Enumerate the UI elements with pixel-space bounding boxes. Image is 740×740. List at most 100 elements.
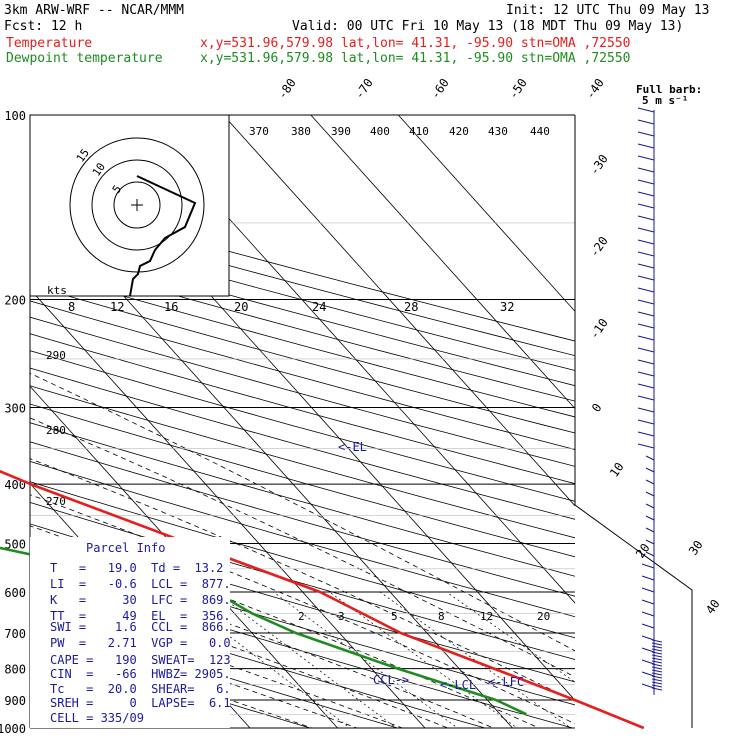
wind-barb [637, 275, 655, 281]
isotherm-tick-label: -50 [506, 76, 530, 102]
isotherm-line [30, 385, 338, 728]
hodograph-trace [129, 175, 197, 297]
wind-barb [637, 431, 655, 437]
parcel-line: T = 19.0 Td = 13.2 [50, 561, 223, 575]
mixing-ratio-label: 8 [438, 610, 445, 623]
parcel-line: CAPE = 190 SWEAT= 123 [50, 653, 231, 667]
moist-adiabat-label: 290 [46, 349, 66, 362]
wind-barb [641, 611, 655, 617]
isotherm-line [30, 288, 426, 728]
wind-barb-low [651, 651, 663, 655]
isotherm-tick-label: -10 [587, 316, 611, 342]
wind-barb [637, 143, 655, 149]
dry-adiabat-line [30, 316, 575, 467]
theta-label: 370 [249, 125, 269, 138]
dry-adiabat-line [30, 461, 575, 618]
wind-barb [637, 167, 655, 173]
hodograph-axis-label: 16 [164, 300, 178, 314]
init-time: Init: 12 UTC Thu 09 May 13 [506, 3, 710, 18]
wind-barb [637, 191, 655, 197]
mixing-ratio-line [171, 591, 351, 728]
wind-barb-low [651, 675, 663, 679]
temperature-location: x,y=531.96,579.98 lat,lon= 41.31, -95.90… [200, 36, 630, 51]
wind-barb [637, 347, 655, 353]
wind-barb [641, 587, 655, 593]
parcel-line: CELL = 335/09 [50, 711, 144, 725]
lfc-marker: <-LFC [488, 675, 524, 689]
wind-barb [645, 527, 655, 533]
wind-barb [645, 467, 655, 473]
wind-barb [637, 371, 655, 377]
hodograph-units: kts [47, 284, 67, 297]
wind-barb [637, 287, 655, 293]
wind-barb [645, 515, 655, 521]
hodograph-axis-label: 32 [500, 300, 514, 314]
hodograph-axis-label: 24 [312, 300, 326, 314]
pressure-tick-label: 500 [4, 537, 26, 551]
wind-barb [645, 455, 655, 461]
wind-barb [637, 227, 655, 233]
wind-barb-low [651, 663, 663, 667]
isotherm-tick-label: 10 [607, 460, 627, 480]
theta-label: 400 [370, 125, 390, 138]
parcel-line: K = 30 LFC = 869. [50, 593, 231, 607]
pressure-tick-label: 800 [4, 663, 26, 677]
right-boundary [574, 115, 693, 728]
wind-barb [637, 335, 655, 341]
wind-barb [637, 311, 655, 317]
wind-barb [637, 323, 655, 329]
mixing-ratio-line [446, 591, 575, 683]
wind-barb-low [651, 678, 663, 682]
wind-barb [637, 251, 655, 257]
ccl-marker: CCL-> [373, 673, 409, 687]
theta-label: 390 [331, 125, 351, 138]
wind-barb [637, 179, 655, 185]
dry-adiabat-line [30, 350, 575, 502]
wind-barb [641, 575, 655, 581]
hodograph-ring [113, 181, 161, 229]
parcel-line: LI = -0.6 LCL = 877. [50, 577, 231, 591]
pressure-tick-label: 900 [4, 694, 26, 708]
dry-adiabat-line [30, 591, 487, 728]
theta-label: 440 [530, 125, 550, 138]
wind-barb-low [651, 657, 663, 661]
theta-label: 420 [449, 125, 469, 138]
moist-adiabat-line [30, 458, 575, 702]
moist-adiabat-line [30, 494, 575, 725]
isotherm-tick-label: 40 [703, 597, 723, 617]
wind-barb [637, 359, 655, 365]
wind-barb-low [651, 654, 663, 658]
wind-barb [641, 635, 655, 641]
isotherm-tick-label: -80 [275, 76, 299, 102]
wind-barb [645, 479, 655, 485]
wind-barb [637, 131, 655, 137]
wind-barb [637, 443, 655, 449]
hodograph-axis-label: 12 [110, 300, 124, 314]
dry-adiabat-line [30, 254, 575, 402]
wind-barb [637, 107, 655, 113]
dry-adiabat-line [30, 615, 399, 728]
wind-barb [637, 407, 655, 413]
parcel-line: CIN = -66 HWBZ= 2905. [50, 667, 231, 681]
isotherm-tick-label: -20 [587, 234, 611, 260]
pressure-tick-label: 200 [4, 294, 26, 308]
isotherm-line [398, 115, 575, 312]
dry-adiabat-line [30, 224, 575, 371]
parcel-info-box: Parcel Info T = 19.0 Td = 13.2 LI = -0.6… [30, 537, 231, 728]
theta-label: 410 [409, 125, 429, 138]
isotherm-tick-label: -40 [583, 76, 607, 102]
moist-adiabat-label: 280 [46, 424, 66, 437]
mixing-ratio-label: 3 [338, 610, 345, 623]
wind-barb [637, 383, 655, 389]
parcel-line: Tc = 20.0 SHEAR= 6. [50, 682, 231, 696]
wind-barb [645, 491, 655, 497]
dry-adiabat-line [30, 441, 575, 597]
theta-label: 430 [488, 125, 508, 138]
isotherm-tick-label: -70 [352, 76, 376, 102]
pressure-tick-label: 1000 [0, 722, 26, 736]
wind-barb-low [651, 684, 663, 688]
parcel-line: TT = 49 EL = 356. [50, 609, 231, 623]
theta-label: 380 [291, 125, 311, 138]
hodograph-axis-label: 20 [234, 300, 248, 314]
